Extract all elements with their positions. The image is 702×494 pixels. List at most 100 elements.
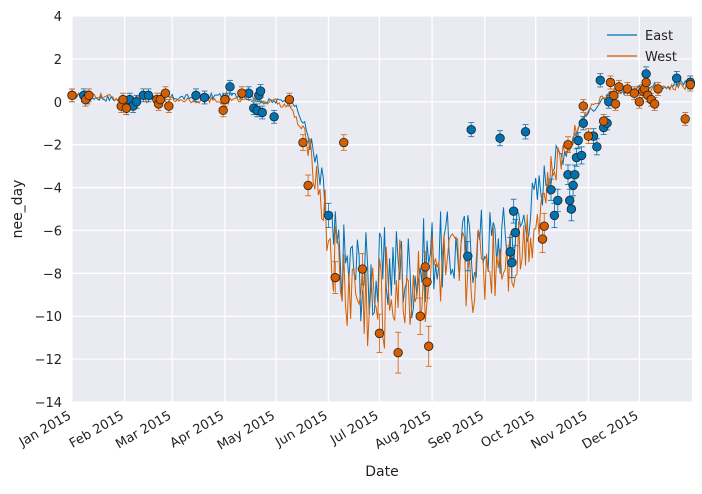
data-point-east [641,69,651,79]
data-point-west [339,137,349,148]
data-point-east [269,112,279,122]
y-tick-label: −12 [35,353,62,368]
data-point-east [595,75,605,86]
series-line-west [71,79,691,349]
data-point-east [507,257,517,268]
data-point-west [609,90,619,101]
data-point-east [568,180,578,191]
data-point-west [415,311,425,321]
data-point-west [610,99,621,109]
y-tick-label: −10 [35,310,62,325]
data-point-east [672,73,682,83]
legend: East West [607,29,677,65]
data-point-west [680,114,690,124]
x-tick-label: Sep 2015 [426,408,487,452]
y-tick-label: −6 [43,224,62,239]
data-point-west [649,99,660,109]
data-point-west [424,341,434,351]
legend-west-label: West [645,50,677,65]
y-tick-label: 4 [54,10,62,25]
data-point-west [629,88,639,98]
y-tick-label: −14 [35,396,62,411]
data-point-west [578,101,588,111]
data-point-east [592,142,602,152]
series-line-east [72,78,691,322]
data-point-east [549,210,560,221]
x-tick-label: Oct 2015 [479,408,538,451]
y-tick-label: 2 [54,53,62,68]
data-point-west [118,94,128,105]
y-tick-label: −4 [43,182,62,197]
data-point-east [255,86,266,96]
data-point-west [634,97,645,107]
data-point-west [420,262,431,272]
data-point-east [546,184,556,195]
data-point-east [570,169,580,180]
data-point-west [393,347,403,358]
data-point-west [218,105,228,116]
data-point-east [225,82,235,92]
data-point-west [330,272,340,283]
data-point-west [422,277,432,287]
data-point-west [685,79,696,90]
x-tick-label: Jan 2015 [16,408,74,450]
data-point-west [84,90,94,101]
series-lines [71,78,691,349]
data-point-west [164,101,174,111]
x-tick-label: May 2015 [215,408,278,453]
data-point-west [614,82,624,92]
x-tick-label: Aug 2015 [372,408,434,452]
data-point-east [323,210,334,221]
data-point-east [143,90,154,101]
data-point-east [553,195,563,206]
data-point-east [520,127,531,137]
y-tick-label: 0 [54,96,62,111]
data-point-west [622,84,633,94]
data-point-west [583,131,594,141]
data-point-west [67,90,77,101]
data-point-west [160,88,171,98]
data-point-east [510,227,521,238]
x-tick-label: Dec 2015 [580,408,642,452]
data-point-west [155,94,166,105]
y-tick-label: −2 [43,139,62,154]
data-point-west [121,103,132,113]
data-point-west [539,221,549,231]
data-point-east [257,107,267,118]
x-tick-label: Nov 2015 [529,408,591,452]
data-point-west [374,328,385,339]
y-tick-label: −8 [43,267,62,282]
legend-east-label: East [645,29,673,44]
data-point-west [641,77,651,88]
data-point-east [564,195,575,206]
series-points [67,69,696,358]
data-point-east [573,135,583,146]
data-point-east [495,133,505,143]
data-point-west [605,77,616,88]
data-point-east [566,204,577,214]
data-point-west [298,137,308,148]
x-tick-label: Jun 2015 [272,408,330,450]
data-point-west [653,84,663,94]
y-axis-label: nee_day [10,180,26,239]
data-point-east [505,247,515,257]
data-point-east [466,124,476,135]
data-point-east [131,97,142,107]
data-point-east [199,92,210,103]
data-point-east [508,206,519,216]
data-point-west [357,264,368,274]
data-point-west [220,94,230,105]
data-point-west [237,88,247,98]
data-point-west [563,139,573,150]
y-axis-ticks: −14 −12 −10 −8 −6 −4 −2 0 2 4 [35,10,62,411]
data-point-east [191,90,201,101]
x-axis-label: Date [365,464,398,480]
data-point-west [598,116,609,126]
data-point-west [537,234,548,244]
data-point-east [576,150,587,161]
data-point-west [303,180,313,191]
data-point-east [578,118,588,128]
